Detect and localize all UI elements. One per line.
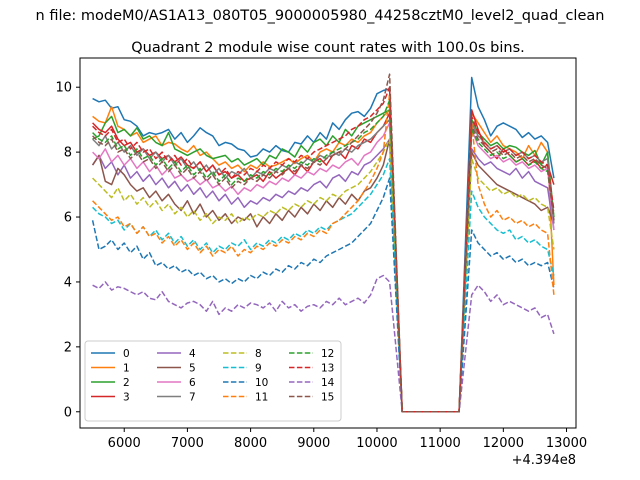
series-line-8	[92, 138, 555, 413]
y-tick-label: 8	[64, 146, 72, 161]
y-tick-label: 0	[64, 405, 72, 420]
series-line-15	[92, 73, 555, 413]
legend-label-15: 15	[321, 392, 334, 404]
series-line-2	[92, 109, 555, 413]
x-tick-label: 10000	[356, 436, 397, 451]
x-tick-label: 9000	[297, 436, 330, 451]
x-tick-label: 13000	[546, 436, 587, 451]
chart-title: Quadrant 2 module wise count rates with …	[131, 40, 525, 56]
x-axis-offset-label: +4.394e8	[512, 453, 576, 468]
y-tick-label: 2	[64, 340, 72, 355]
legend-label-4: 4	[189, 348, 196, 360]
x-tick-label: 7000	[171, 436, 204, 451]
y-tick-label: 10	[55, 81, 72, 96]
y-axis: 0 2 4 6 8 10	[55, 81, 80, 420]
series-line-9	[92, 157, 555, 413]
x-tick-label: 11000	[419, 436, 460, 451]
plot-frame	[79, 57, 577, 429]
x-tick-label: 6000	[108, 436, 141, 451]
legend-label-13: 13	[321, 363, 334, 375]
legend-label-1: 1	[123, 363, 130, 375]
series-line-6	[92, 122, 555, 413]
legend-label-5: 5	[189, 363, 196, 375]
legend-box	[84, 340, 342, 422]
legend-label-6: 6	[189, 377, 196, 389]
legend-label-2: 2	[123, 377, 130, 389]
series-line-5	[91, 138, 555, 413]
y-tick-label: 4	[64, 275, 72, 290]
figure-suptitle: n file: modeM0/AS1A13_080T05_9000005980_…	[36, 8, 605, 24]
series-line-10	[91, 177, 555, 413]
legend-label-8: 8	[255, 348, 262, 360]
series-layer	[91, 73, 555, 413]
legend-label-14: 14	[321, 377, 335, 389]
series-line-13	[92, 86, 555, 413]
legend-label-7: 7	[189, 392, 196, 404]
y-tick-label: 6	[64, 211, 72, 226]
series-line-14	[92, 274, 555, 413]
legend-label-3: 3	[123, 392, 130, 404]
series-line-11	[92, 92, 555, 413]
legend-label-0: 0	[123, 348, 130, 360]
x-tick-label: 8000	[234, 436, 267, 451]
series-line-4	[91, 138, 555, 413]
x-axis: 6000 7000 8000 9000 10000 11000 12000 13000	[108, 428, 587, 451]
x-tick-label: 12000	[483, 436, 524, 451]
legend-label-10: 10	[255, 377, 268, 389]
series-line-12	[92, 99, 555, 413]
legend-label-9: 9	[255, 363, 262, 375]
series-line-0	[92, 76, 555, 413]
legend-label-11: 11	[255, 392, 268, 404]
series-line-1	[92, 105, 555, 413]
legend-label-12: 12	[321, 348, 334, 360]
